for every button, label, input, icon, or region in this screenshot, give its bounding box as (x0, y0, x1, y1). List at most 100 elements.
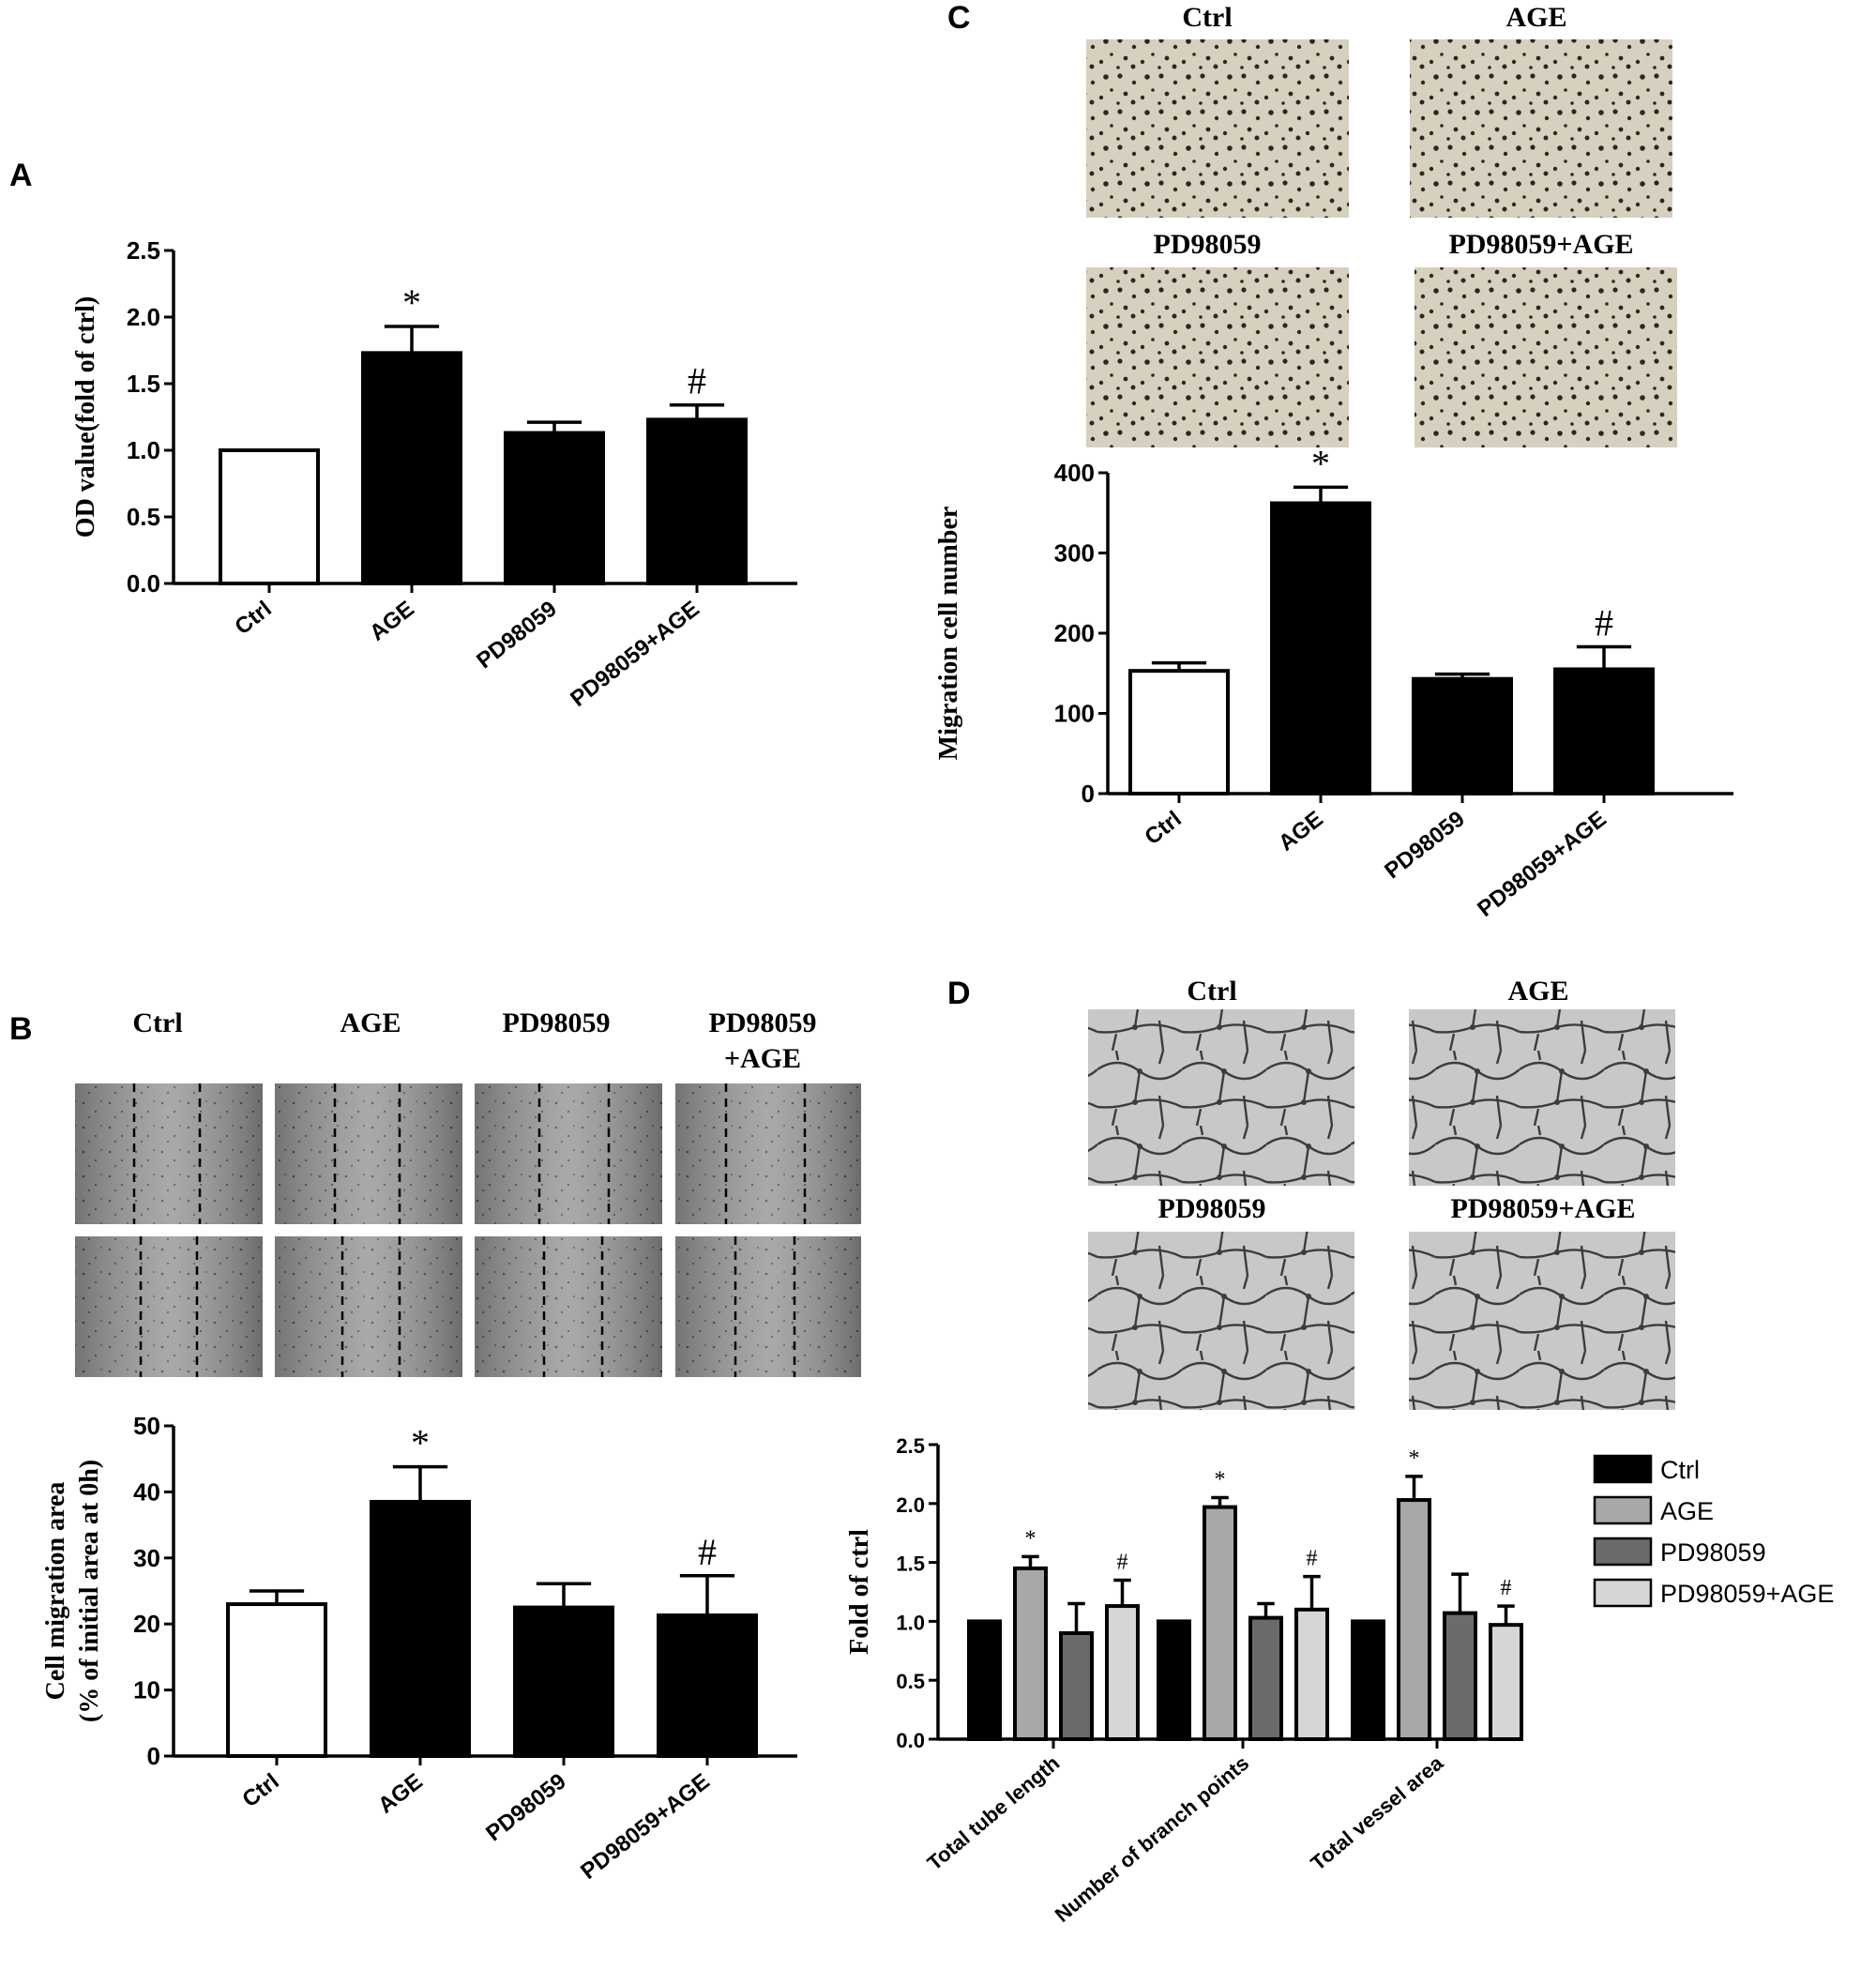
group-1-series-0-bar (1157, 1619, 1191, 1742)
y-tick-label: 2.0 (127, 303, 160, 331)
y-tick-label: 1.0 (896, 1611, 925, 1634)
photo-label-pd98059: PD98059 (1154, 229, 1262, 260)
x-tick-label: PD98059+AGE (566, 596, 704, 712)
category-3-significance-mark: # (698, 1531, 717, 1573)
y-tick-label: 2.0 (896, 1493, 925, 1517)
legend-swatch (1593, 1537, 1653, 1567)
y-tick-label: 10 (133, 1676, 160, 1704)
y-axis-label: Migration cell number (934, 507, 963, 761)
photo-label-pd98059: PD98059 (503, 1007, 611, 1038)
photo-label-ctrl: Ctrl (1187, 976, 1236, 1007)
x-tick-label: Ctrl (230, 596, 276, 640)
y-tick-label: 40 (133, 1477, 160, 1506)
category-2-bar (513, 1605, 614, 1758)
legend-swatch (1593, 1578, 1653, 1608)
category-0-bar (1128, 669, 1230, 795)
photo-label-pd98059-line1: PD98059 (709, 1007, 817, 1038)
y-axis-label: OD value(fold of ctrl) (71, 296, 100, 538)
category-1-significance-mark: * (1311, 442, 1330, 484)
x-tick-label: Number of branch points (1051, 1751, 1253, 1927)
y-tick-label: 20 (133, 1610, 160, 1638)
photo-label-age: AGE (1505, 2, 1566, 33)
y-tick-label: 200 (1054, 619, 1095, 647)
legend-swatch (1593, 1495, 1653, 1525)
scratch-photo-shading (75, 1083, 861, 1377)
y-tick-label: 0.5 (127, 503, 160, 531)
x-tick-label: PD98059+AGE (1473, 806, 1611, 922)
y-tick-label: 400 (1054, 459, 1095, 487)
group-2-series-3-bar (1489, 1623, 1523, 1741)
group-1-series-1-significance-mark: * (1215, 1468, 1226, 1492)
tube-photo-pd98059-age (1409, 1232, 1675, 1410)
legend-label: AGE (1660, 1497, 1714, 1525)
transwell-photo-pd98059-age (1415, 267, 1677, 447)
legend-label: PD98059+AGE (1660, 1580, 1834, 1608)
transwell-photo-age (1410, 39, 1672, 218)
scratch-photos: Ctrl AGE PD98059 PD98059 +AGE (75, 1007, 861, 1377)
x-tick-label: AGE (365, 596, 419, 645)
category-1-significance-mark: * (402, 281, 421, 324)
category-2-bar (1412, 676, 1513, 795)
scratch-boundary-lines (132, 1083, 807, 1377)
group-2-series-0-bar (1351, 1619, 1385, 1742)
category-1-significance-mark: * (411, 1422, 430, 1464)
y-tick-label: 30 (133, 1544, 160, 1572)
x-tick-label: PD98059 (1380, 806, 1469, 884)
transwell-photo-ctrl (1086, 39, 1349, 218)
y-tick-label: 2.5 (896, 1434, 925, 1458)
group-2-series-3-significance-mark: # (1501, 1576, 1512, 1600)
y-tick-label: 1.5 (896, 1552, 925, 1576)
y-axis-label: Cell migration area (41, 1482, 70, 1701)
y-tick-label: 2.5 (127, 236, 160, 265)
group-2-series-2-bar (1443, 1611, 1477, 1742)
transwell-photos: Ctrl AGE PD98059 PD98059+AGE (1086, 2, 1677, 447)
category-0-bar (219, 448, 320, 585)
group-0-series-3-bar (1105, 1604, 1140, 1742)
group-1-series-2-bar (1248, 1615, 1283, 1741)
group-2-series-1-bar (1397, 1498, 1431, 1741)
photo-label-pd98059: PD98059 (1158, 1193, 1266, 1224)
category-1-bar (361, 351, 462, 585)
group-0-series-0-bar (967, 1619, 1002, 1742)
group-0-series-1-significance-mark: * (1025, 1526, 1036, 1551)
category-3-bar (1553, 667, 1655, 795)
x-tick-label: Total tube length (923, 1751, 1065, 1875)
tube-photo-ctrl (1088, 1009, 1354, 1186)
x-tick-label: Ctrl (237, 1768, 283, 1812)
category-3-significance-mark: # (1595, 602, 1613, 644)
group-1-series-1-bar (1203, 1505, 1237, 1741)
photo-label-age: AGE (340, 1007, 401, 1038)
chart-c: 0 100 200 300 400 Migration cell number Ctrl * A… (934, 442, 1733, 922)
y-tick-label: 0.5 (896, 1670, 925, 1693)
group-2-series-1-significance-mark: * (1409, 1446, 1420, 1471)
x-tick-label: AGE (373, 1768, 428, 1818)
photo-label-age-line2: +AGE (724, 1043, 801, 1074)
chart-b: 0 10 20 30 40 50 Cell migration area (% of init… (41, 1412, 797, 1885)
legend-label: Ctrl (1660, 1456, 1700, 1484)
y-tick-label: 50 (133, 1412, 160, 1440)
x-tick-label: PD98059 (481, 1768, 570, 1846)
transwell-photo-pd98059 (1086, 267, 1349, 447)
x-tick-label: AGE (1274, 806, 1328, 856)
y-tick-label: 0 (147, 1742, 160, 1770)
group-0-series-1-bar (1013, 1566, 1048, 1741)
tube-photo-age (1409, 1009, 1675, 1186)
category-1-bar (370, 1499, 471, 1758)
legend-swatch (1593, 1454, 1653, 1484)
y-tick-label: 1.5 (127, 370, 160, 398)
chart-a: 0.0 0.5 1.0 1.5 2.0 2.5 OD value(fold of ctrl)… (71, 236, 797, 712)
y-axis-label: Fold of ctrl (845, 1529, 874, 1655)
legend: Ctrl AGE PD98059 PD98059+AGE (1593, 1454, 1834, 1608)
photo-label-age: AGE (1507, 976, 1568, 1007)
tube-photo-pd98059 (1088, 1232, 1354, 1410)
category-1-bar (1270, 501, 1371, 795)
y-tick-label: 0 (1082, 780, 1095, 808)
category-3-bar (657, 1613, 758, 1758)
panel-label-c: C (947, 0, 971, 36)
photo-label-pd98059-age: PD98059+AGE (1448, 229, 1633, 260)
photo-label-ctrl: Ctrl (132, 1007, 182, 1038)
panel-label-b: B (9, 1011, 33, 1047)
x-tick-label: PD98059 (472, 596, 561, 674)
category-3-significance-mark: # (688, 360, 706, 402)
